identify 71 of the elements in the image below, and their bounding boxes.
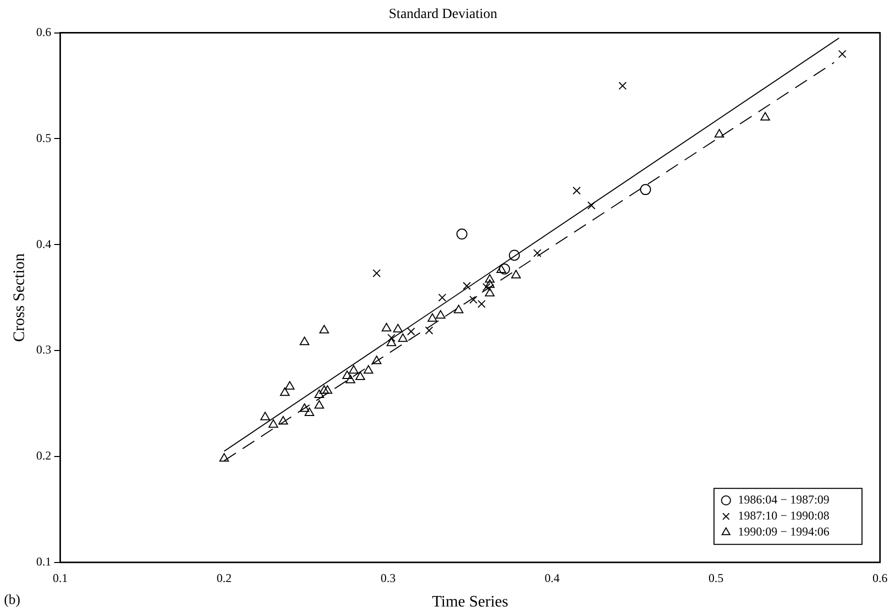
y-tick-label: 0.1: [36, 554, 52, 569]
y-tick-label: 0.3: [36, 342, 52, 357]
point: [342, 370, 352, 379]
point: [456, 228, 468, 240]
point: [382, 322, 392, 332]
x-tick-label: 0.1: [52, 570, 68, 585]
y-tick-label: 0.6: [36, 24, 52, 39]
x-tick-label: 0.4: [544, 570, 560, 585]
point: [300, 336, 310, 346]
point: [268, 419, 278, 428]
point: [462, 282, 471, 290]
point: [438, 294, 446, 302]
point: [348, 365, 359, 374]
y-tick-label: 0.2: [36, 448, 52, 463]
point: [398, 333, 408, 342]
point: [484, 288, 495, 296]
point: [508, 250, 520, 261]
point: [499, 264, 510, 274]
y-axis-title: Cross Section: [10, 253, 28, 342]
point: [300, 403, 310, 412]
point: [304, 408, 314, 416]
y-tick-label: 0.5: [36, 130, 52, 145]
point: [387, 334, 396, 342]
point: [393, 324, 403, 332]
point: [618, 82, 627, 90]
point: [714, 128, 724, 138]
point: [760, 112, 770, 121]
point: [436, 310, 446, 319]
point: [484, 274, 495, 283]
point: [407, 327, 416, 336]
point: [484, 279, 495, 288]
point: [364, 365, 374, 374]
point: [572, 186, 581, 195]
point: [284, 381, 295, 390]
point: [314, 390, 324, 398]
point: [482, 282, 491, 292]
point: [322, 385, 332, 394]
text: (b): [4, 593, 21, 608]
point: [314, 400, 324, 409]
legend-label: 1987:10 − 1990:08: [738, 508, 830, 523]
point: [454, 304, 464, 314]
x-tick-label: 0.6: [872, 570, 888, 585]
x-tick-label: 0.2: [216, 570, 232, 585]
point: [372, 269, 381, 278]
point: [425, 326, 434, 334]
point: [587, 201, 596, 210]
point: [278, 416, 288, 425]
chart-title: Standard Deviation: [388, 7, 498, 22]
point: [428, 313, 438, 322]
y-tick-label: 0.4: [36, 236, 52, 251]
point: [260, 412, 270, 420]
point: [511, 270, 521, 278]
point: [319, 324, 330, 334]
point: [469, 296, 478, 304]
x-tick-label: 0.3: [380, 570, 396, 585]
point: [496, 264, 506, 274]
point: [355, 372, 366, 380]
point: [640, 184, 652, 196]
point: [280, 387, 290, 396]
point: [533, 249, 542, 258]
point: [478, 300, 486, 308]
point: [319, 385, 330, 394]
x-tick-label: 0.5: [708, 570, 724, 585]
point: [838, 50, 846, 58]
point: [219, 453, 229, 462]
point: [386, 338, 396, 346]
legend-label: 1990:09 − 1994:06: [738, 524, 830, 539]
legend-label: 1986:04 − 1987:09: [738, 492, 830, 507]
point: [372, 356, 382, 364]
point: [346, 374, 356, 384]
x-axis-title: Time Series: [432, 594, 508, 611]
